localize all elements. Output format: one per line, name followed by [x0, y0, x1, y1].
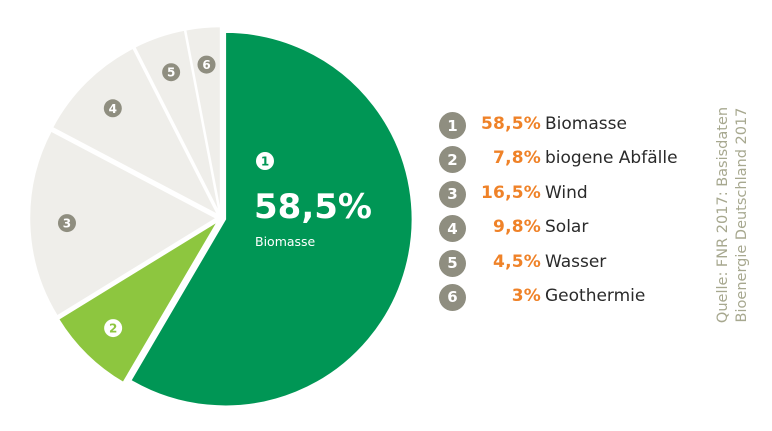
legend-label: Solar	[545, 217, 589, 238]
source-line-1: Quelle: FNR 2017: Basisdaten	[715, 106, 731, 324]
highlight-badge	[256, 152, 274, 170]
legend: 1 58,5% Biomasse 2 7,8% biogene Abfälle …	[439, 109, 699, 315]
pie-slice-shape	[28, 129, 219, 318]
legend-badge: 1	[439, 112, 466, 139]
legend-value: 4,5%	[493, 251, 541, 272]
legend-value: 3%	[511, 285, 541, 306]
pie-slice-shape	[133, 29, 221, 215]
pie-slice-6	[184, 25, 222, 214]
source-line-2: Bioenergie Deutschland 2017	[734, 107, 750, 323]
slice-badge-label-6: 6	[202, 58, 210, 72]
legend-badge: 4	[439, 215, 466, 243]
pie-slice-shape	[184, 25, 222, 214]
pie-slice-5	[133, 29, 221, 215]
pie-slice-4	[51, 47, 220, 217]
pie-slice-shape	[129, 31, 414, 407]
legend-value: 9,8%	[493, 217, 541, 238]
pie-slice-2	[57, 220, 219, 384]
legend-label: Wasser	[545, 251, 607, 272]
highlight-value: 58,5%	[254, 187, 372, 227]
slice-badge-label-4: 4	[109, 102, 117, 116]
legend-item-wind: 3 16,5% Wind	[439, 178, 699, 212]
legend-value: 58,5%	[481, 114, 541, 134]
legend-label: Biomasse	[545, 114, 627, 134]
pie-slice-shape	[57, 220, 219, 384]
legend-item-solar: 4 9,8% Solar	[439, 212, 699, 246]
slice-badge-label-5: 5	[167, 66, 175, 80]
legend-label: Geothermie	[545, 285, 646, 306]
legend-item-geothermie: 6 3% Geothermie	[439, 281, 699, 315]
legend-label: Wind	[545, 182, 588, 203]
pie-slice-shape	[51, 47, 220, 217]
slice-badge-label-3: 3	[63, 217, 71, 231]
legend-label: biogene Abfälle	[545, 148, 678, 169]
pie-slice-1	[129, 31, 414, 407]
pie-slice-3	[28, 129, 219, 318]
legend-value: 7,8%	[493, 148, 541, 169]
legend-item-biomasse: 1 58,5% Biomasse	[439, 109, 699, 143]
legend-value: 16,5%	[481, 182, 541, 203]
legend-badge: 2	[439, 146, 466, 174]
highlight-badge-label: 1	[261, 155, 269, 169]
legend-badge: 6	[439, 283, 466, 311]
legend-item-wasser: 5 4,5% Wasser	[439, 247, 699, 281]
slice-badge-6	[197, 55, 216, 74]
slice-badge-5	[162, 63, 181, 82]
slice-badge-2	[104, 319, 123, 338]
highlight-label: Biomasse	[255, 234, 316, 249]
slice-badge-4	[103, 99, 122, 118]
legend-item-biogene-abfaelle: 2 7,8% biogene Abfälle	[439, 143, 699, 177]
legend-badge: 5	[439, 249, 466, 277]
slice-badge-3	[57, 214, 76, 233]
slice-badge-label-2: 2	[109, 322, 117, 336]
legend-badge: 3	[439, 180, 466, 208]
